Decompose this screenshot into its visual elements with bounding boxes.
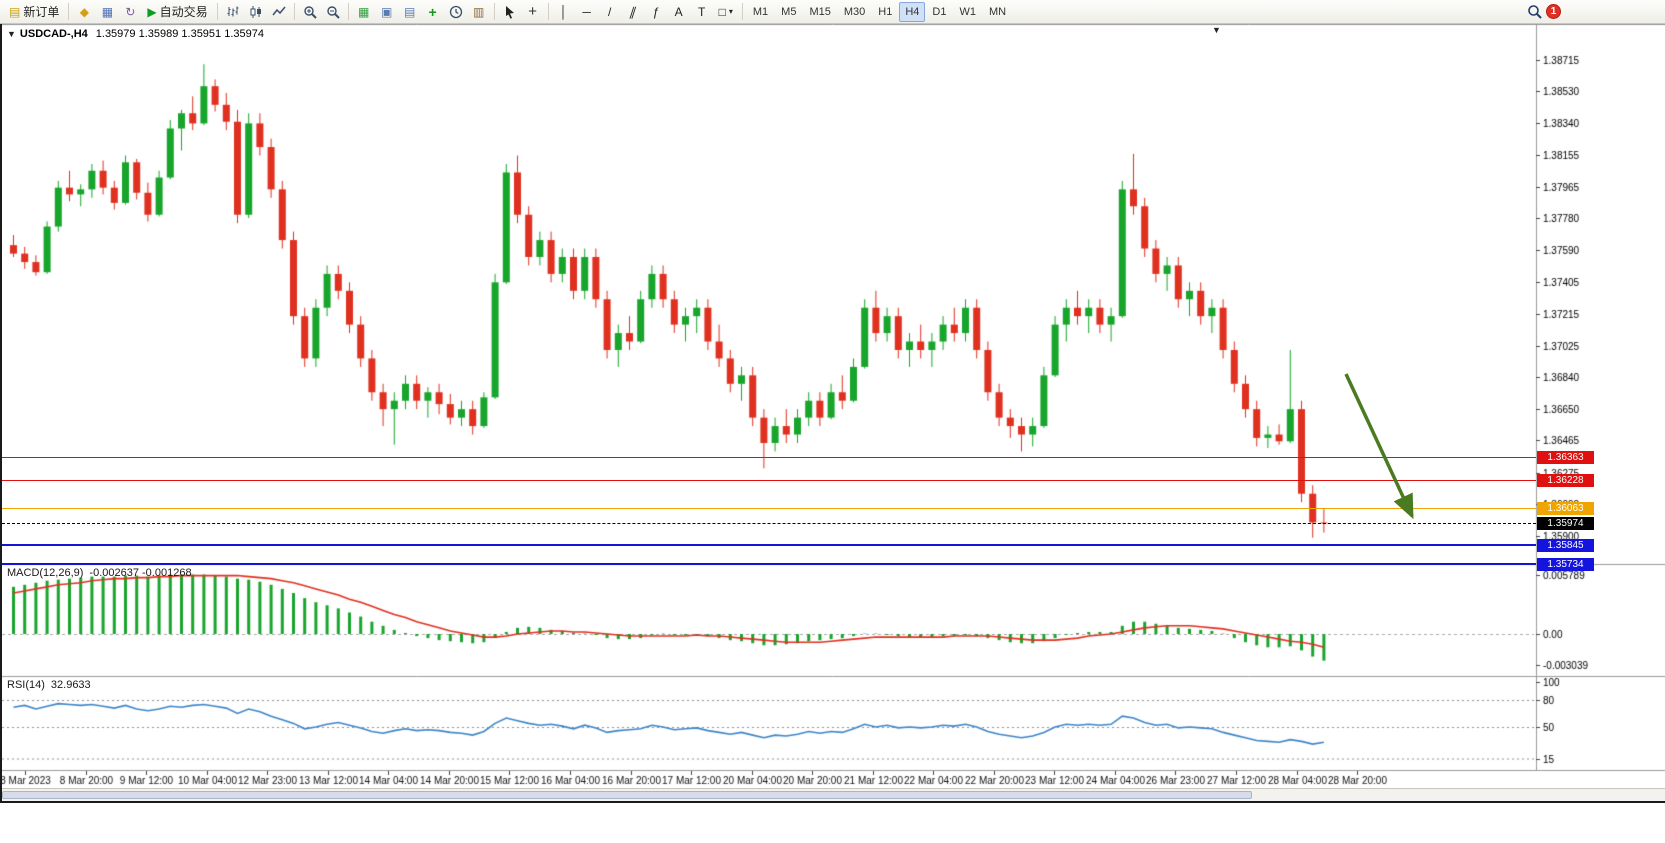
new-order-button[interactable]: ▤ 新订单 xyxy=(4,2,64,22)
zoom-in-button[interactable] xyxy=(299,2,321,22)
fibonacci-tool-button[interactable]: ƒ xyxy=(645,2,667,22)
line-chart-icon xyxy=(272,6,286,15)
template-icon: ▥ xyxy=(472,4,485,19)
toolbar-separator xyxy=(547,3,549,20)
rsi-name: RSI(14) xyxy=(7,679,45,691)
chart-canvas[interactable] xyxy=(0,24,1665,843)
candlestick-chart-button[interactable] xyxy=(245,2,267,22)
arrange-windows-button[interactable]: ▤ xyxy=(399,2,421,22)
channel-tool-button[interactable]: ∥ xyxy=(622,2,644,22)
candlestick-chart-icon xyxy=(250,5,261,18)
rsi-value: 32.9633 xyxy=(50,679,91,691)
line-chart-button[interactable] xyxy=(268,2,290,22)
shapes-icon: □ xyxy=(718,4,726,19)
shapes-tool-button[interactable]: □ ▾ xyxy=(714,2,738,22)
window-bottom-frame xyxy=(0,801,1665,803)
cursor-button[interactable] xyxy=(499,2,521,22)
channel-icon: ∥ xyxy=(627,4,638,19)
clock-icon xyxy=(449,5,462,18)
new-order-label: 新订单 xyxy=(23,5,60,19)
cascade-windows-icon: ▣ xyxy=(380,4,393,19)
tile-windows-button[interactable]: ▦ xyxy=(353,2,375,22)
toolbar-separator xyxy=(741,3,743,20)
text-tool-icon: A xyxy=(674,4,683,19)
timeframe-button-h4[interactable]: H4 xyxy=(899,1,926,22)
data-window-icon: ▦ xyxy=(101,4,114,19)
auto-trading-label: 自动交易 xyxy=(159,5,208,19)
new-order-icon: ▤ xyxy=(9,4,21,19)
search-button[interactable] xyxy=(1523,2,1545,22)
timeframe-button-m1[interactable]: M1 xyxy=(747,2,774,22)
market-watch-icon: ◆ xyxy=(79,4,89,19)
label-tool-icon: T xyxy=(697,4,706,19)
zoom-out-icon xyxy=(326,5,340,19)
crosshair-icon: + xyxy=(528,3,537,20)
rsi-indicator-label: RSI(14) 32.9633 xyxy=(7,679,91,691)
vertical-line-icon: │ xyxy=(559,4,568,19)
timeframe-button-m30[interactable]: M30 xyxy=(838,2,871,22)
market-watch-button[interactable]: ◆ xyxy=(73,2,95,22)
search-icon xyxy=(1527,5,1542,19)
toolbar: ▤ 新订单 ◆ ▦ ↻ ▶ 自动交易 ▦ ▣ ▤ + ▥ + │ ─ / ∥ ƒ… xyxy=(0,0,1665,24)
vertical-line-tool-button[interactable]: │ xyxy=(553,2,575,22)
trendline-icon: / xyxy=(607,4,612,19)
ohlc-values: 1.35979 1.35989 1.35951 1.35974 xyxy=(95,28,264,40)
window-left-frame xyxy=(0,24,2,803)
timeframe-group: M1 M5 M15 M30 H1 H4 D1 W1 MN xyxy=(747,1,1012,22)
data-window-button[interactable]: ▦ xyxy=(96,2,118,22)
scrollbar-thumb[interactable] xyxy=(2,791,1252,799)
toolbar-separator xyxy=(293,3,295,20)
templates-button[interactable]: ▥ xyxy=(468,2,490,22)
chart-title: ▼ USDCAD-,H4 1.35979 1.35989 1.35951 1.359… xyxy=(7,28,264,40)
crosshair-button[interactable]: + xyxy=(522,2,544,22)
chart-menu-icon[interactable]: ▼ xyxy=(7,29,16,39)
bar-chart-icon xyxy=(227,6,239,16)
timeframe-button-d1[interactable]: D1 xyxy=(926,2,952,22)
timeframe-button-mn[interactable]: MN xyxy=(983,2,1012,22)
chart-window: ▼ USDCAD-,H4 1.35979 1.35989 1.35951 1.359… xyxy=(0,24,1665,843)
horizontal-line-tool-button[interactable]: ─ xyxy=(576,2,598,22)
tile-windows-icon: ▦ xyxy=(357,4,370,19)
text-tool-button[interactable]: A xyxy=(668,2,690,22)
auto-trading-play-icon: ▶ xyxy=(147,4,157,19)
zoom-in-icon xyxy=(303,5,317,19)
timeframe-button-m15[interactable]: M15 xyxy=(803,2,836,22)
symbol-period-label: USDCAD-,H4 xyxy=(19,28,88,40)
chevron-down-icon: ▾ xyxy=(728,6,733,16)
navigator-button[interactable]: ↻ xyxy=(119,2,141,22)
arrange-windows-icon: ▤ xyxy=(403,4,416,19)
auto-trading-button[interactable]: ▶ 自动交易 xyxy=(142,2,212,22)
macd-name: MACD(12,26,9) xyxy=(7,567,84,579)
add-indicator-icon: + xyxy=(428,3,437,20)
indicators-button[interactable]: + xyxy=(422,2,444,22)
horizontal-line-icon: ─ xyxy=(582,4,591,19)
fibonacci-icon: ƒ xyxy=(652,4,659,19)
cascade-windows-button[interactable]: ▣ xyxy=(376,2,398,22)
timeframe-button-h1[interactable]: H1 xyxy=(872,2,898,22)
toolbar-separator xyxy=(68,3,70,20)
timeframe-button-w1[interactable]: W1 xyxy=(953,2,982,22)
label-tool-button[interactable]: T xyxy=(691,2,713,22)
macd-values: -0.002637 -0.001268 xyxy=(89,567,192,579)
zoom-out-button[interactable] xyxy=(322,2,344,22)
macd-indicator-label: MACD(12,26,9) -0.002637 -0.001268 xyxy=(7,567,192,579)
toolbar-separator xyxy=(493,3,495,20)
toolbar-separator xyxy=(216,3,218,20)
trend-arrow[interactable] xyxy=(1338,368,1438,544)
cursor-icon xyxy=(505,5,514,19)
chart-shift-marker[interactable]: ▼ xyxy=(1212,25,1221,35)
timeframe-button-m5[interactable]: M5 xyxy=(775,2,802,22)
notification-count: 1 xyxy=(1550,6,1557,17)
navigator-icon: ↻ xyxy=(125,4,136,19)
horizontal-scrollbar[interactable] xyxy=(0,788,1665,801)
toolbar-separator xyxy=(347,3,349,20)
periods-button[interactable] xyxy=(445,2,467,22)
notification-badge[interactable]: 1 xyxy=(1546,4,1561,19)
trendline-tool-button[interactable]: / xyxy=(599,2,621,22)
bar-chart-button[interactable] xyxy=(222,2,244,22)
